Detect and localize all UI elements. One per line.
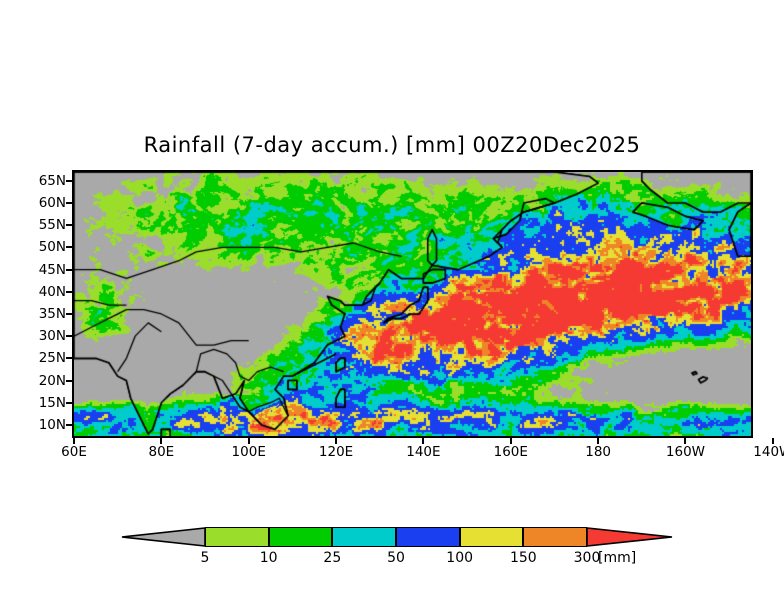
- map-plot-area: [72, 170, 753, 438]
- latitude-tick-mark: [66, 357, 72, 360]
- longitude-tick-mark: [247, 438, 250, 444]
- latitude-tick-label: 20N: [38, 372, 66, 389]
- latitude-tick-label: 35N: [38, 305, 66, 322]
- longitude-tick-label: 140E: [406, 444, 441, 460]
- latitude-tick-label: 55N: [38, 217, 66, 234]
- longitude-tick-label: 160W: [665, 444, 706, 460]
- latitude-tick-mark: [66, 312, 72, 315]
- latitude-tick-label: 15N: [38, 394, 66, 411]
- colorbar-tick-label: 25: [323, 550, 342, 566]
- latitude-tick-mark: [66, 246, 72, 249]
- latitude-tick-label: 25N: [38, 350, 66, 367]
- longitude-tick-label: 140W: [753, 444, 784, 460]
- longitude-tick-mark: [160, 438, 163, 444]
- longitude-tick-label: 160E: [493, 444, 528, 460]
- latitude-tick-mark: [66, 335, 72, 338]
- colorbar-tick-label: 10: [259, 550, 278, 566]
- page-title: Rainfall (7-day accum.) [mm] 00Z20Dec202…: [143, 133, 641, 157]
- latitude-tick-mark: [66, 423, 72, 426]
- longitude-tick-mark: [684, 438, 687, 444]
- rainfall-heatmap-canvas: [74, 172, 751, 436]
- colorbar-tick-label: 100: [446, 550, 474, 566]
- longitude-tick-label: 60E: [61, 444, 87, 460]
- longitude-tick-mark: [422, 438, 425, 444]
- colorbar-unit-label: [mm]: [598, 550, 637, 566]
- latitude-tick-mark: [66, 179, 72, 182]
- latitude-tick-label: 30N: [38, 328, 66, 345]
- longitude-tick-label: 120E: [318, 444, 354, 460]
- latitude-tick-label: 45N: [38, 261, 66, 278]
- longitude-tick-mark: [73, 438, 75, 444]
- colorbar-segment: [459, 527, 524, 547]
- latitude-tick-mark: [66, 224, 72, 227]
- longitude-tick-mark: [509, 438, 512, 444]
- latitude-tick-label: 40N: [38, 283, 66, 300]
- longitude-tick-mark: [335, 438, 338, 444]
- colorbar-tick-label: 5: [200, 550, 210, 566]
- colorbar-arrow-tips: [121, 527, 673, 547]
- colorbar-tick-label: 300: [573, 550, 601, 566]
- latitude-tick-label: 60N: [38, 195, 66, 212]
- colorbar-tick-label: 50: [387, 550, 405, 566]
- colorbar-tick-label: 150: [509, 550, 537, 566]
- longitude-tick-label: 100E: [231, 444, 266, 460]
- latitude-tick-label: 50N: [38, 239, 66, 256]
- longitude-tick-label: 80E: [148, 444, 175, 460]
- longitude-tick-mark: [597, 438, 600, 444]
- latitude-tick-mark: [66, 202, 72, 205]
- latitude-tick-mark: [66, 401, 72, 404]
- latitude-tick-mark: [66, 379, 72, 382]
- colorbar-strip: [121, 527, 673, 547]
- colorbar-legend: [mm] 5 10 25 50 100 150 300: [0, 512, 784, 572]
- longitude-tick-label: 180: [585, 444, 612, 460]
- colorbar-segment: [268, 527, 333, 547]
- latitude-tick-label: 65N: [38, 172, 66, 189]
- colorbar-segment: [396, 527, 460, 547]
- latitude-tick-mark: [66, 290, 72, 293]
- colorbar-segment: [332, 527, 396, 547]
- longitude-tick-mark: [771, 438, 774, 444]
- latitude-tick-label: 10N: [38, 416, 66, 433]
- latitude-tick-mark: [66, 268, 72, 271]
